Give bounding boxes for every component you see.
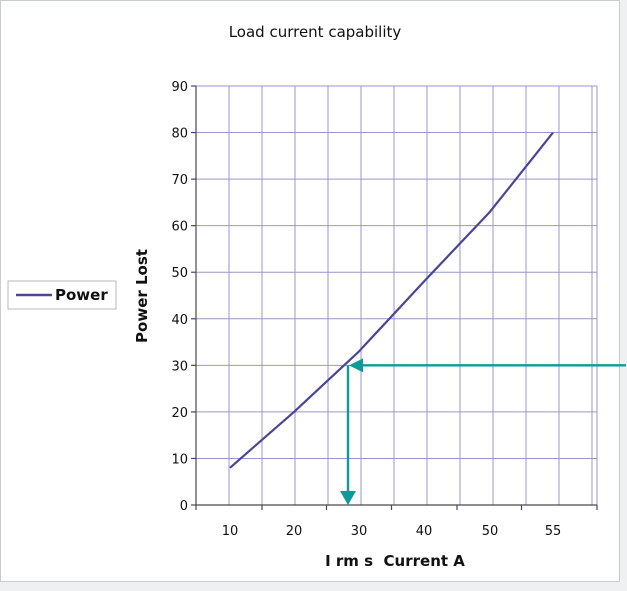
y-tick-label: 30 <box>171 359 188 374</box>
grid <box>196 85 598 505</box>
y-tick-labels: 0 10 20 30 40 50 60 70 80 90 <box>171 80 188 514</box>
axes <box>191 85 598 510</box>
legend: Power <box>7 280 117 310</box>
x-tick-label: 20 <box>286 524 303 539</box>
y-tick-label: 20 <box>171 406 188 421</box>
x-tick-label: 40 <box>416 524 433 539</box>
y-tick-label: 90 <box>171 80 188 95</box>
y-tick-label: 70 <box>171 173 188 188</box>
x-axis-label: I rm s Current A <box>325 552 465 570</box>
x-tick-label: 50 <box>482 524 499 539</box>
y-tick-label: 60 <box>171 220 188 235</box>
legend-label: Power <box>55 286 108 304</box>
series-line-power <box>229 131 554 469</box>
y-tick-label: 40 <box>171 313 188 328</box>
y-tick-label: 80 <box>171 127 188 142</box>
y-tick-label: 0 <box>180 499 188 514</box>
arrow-vertical-head <box>340 491 356 505</box>
x-tick-label: 10 <box>222 524 239 539</box>
x-tick-label: 55 <box>545 524 562 539</box>
chart-title: Load current capability <box>229 23 402 41</box>
arrow-horizontal-head <box>349 358 363 373</box>
annotations <box>340 358 626 505</box>
x-tick-label: 30 <box>351 524 368 539</box>
series <box>229 131 554 469</box>
y-tick-label: 50 <box>171 266 188 281</box>
y-axis-label: Power Lost <box>133 249 151 343</box>
x-tick-labels: 10 20 30 40 50 55 <box>222 524 562 539</box>
y-tick-label: 10 <box>171 452 188 467</box>
